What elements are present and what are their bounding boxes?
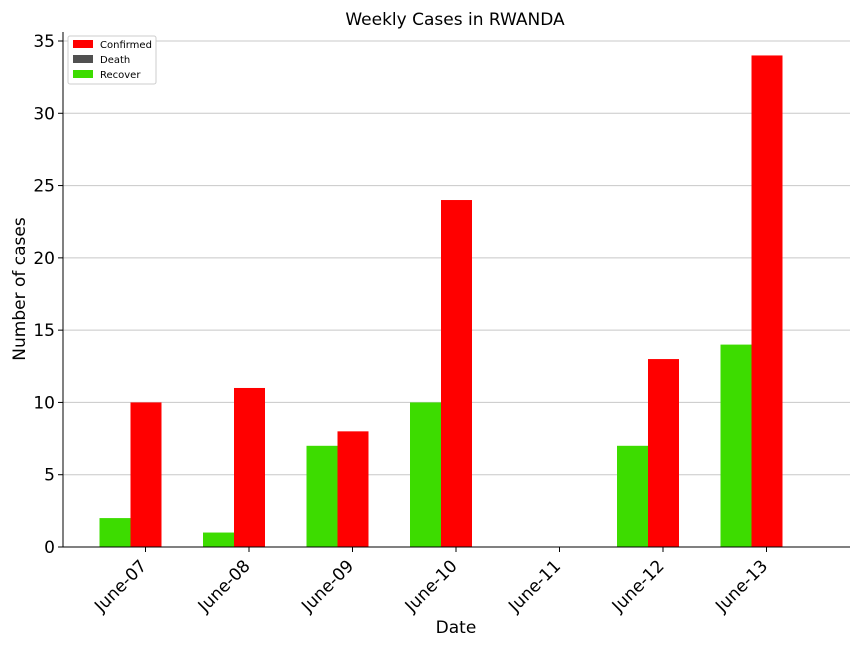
bar-recover <box>617 445 648 547</box>
x-tick-label: June-13 <box>711 556 772 617</box>
y-tick-label: 35 <box>33 32 55 52</box>
x-tick-label: June-12 <box>608 556 669 617</box>
x-tick-label: June-08 <box>194 556 255 617</box>
y-tick-label: 10 <box>33 393 55 413</box>
y-tick-label: 0 <box>44 538 55 558</box>
x-tick-label: June-11 <box>504 556 565 617</box>
legend-swatch <box>73 55 93 63</box>
bar-recover <box>203 532 234 547</box>
bar-recover <box>410 402 441 547</box>
x-tick-label: June-10 <box>401 556 462 617</box>
bar-confirmed <box>234 387 265 547</box>
y-tick-label: 5 <box>44 466 55 486</box>
y-tick-label: 15 <box>33 321 55 341</box>
legend-label: Death <box>100 55 130 66</box>
y-tick-label: 20 <box>33 249 55 269</box>
bar-recover <box>720 344 752 547</box>
x-ticks: June-07 June-08 June-09 June-10 June-11 June-… <box>90 547 772 617</box>
y-axis-label: Number of cases <box>10 217 30 361</box>
bar-confirmed <box>337 431 369 547</box>
bar-recover <box>306 445 338 547</box>
y-ticks: 0 5 10 15 20 25 30 35 <box>33 32 63 558</box>
bar-recover <box>99 518 131 547</box>
bar-confirmed <box>441 200 472 547</box>
bar-confirmed <box>648 359 679 547</box>
x-tick-label: June-07 <box>90 556 151 617</box>
y-tick-label: 30 <box>33 104 55 124</box>
legend-label: Confirmed <box>100 40 152 51</box>
legend-swatch <box>73 40 93 48</box>
y-tick-label: 25 <box>33 177 55 197</box>
chart-title: Weekly Cases in RWANDA <box>345 10 565 30</box>
legend: Confirmed Death Recover <box>67 35 157 85</box>
bar-confirmed <box>130 402 162 547</box>
bar-confirmed <box>751 55 783 547</box>
bars <box>99 55 783 547</box>
x-axis-label: Date <box>436 618 477 638</box>
legend-label: Recover <box>100 70 141 81</box>
legend-swatch <box>73 70 93 78</box>
x-tick-label: June-09 <box>297 556 358 617</box>
